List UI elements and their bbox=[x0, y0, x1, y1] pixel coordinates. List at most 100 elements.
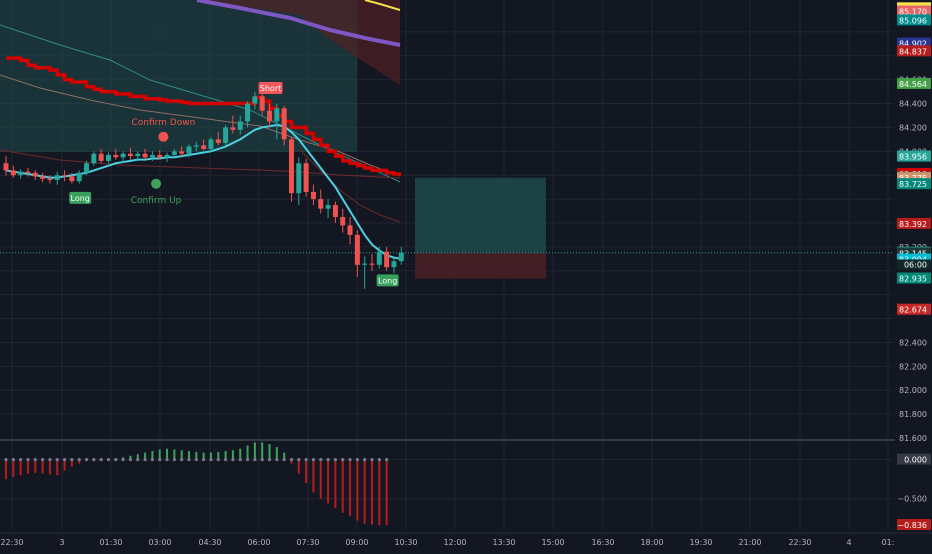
price-tag-box bbox=[897, 150, 931, 162]
price-tag-box bbox=[897, 77, 931, 89]
candle bbox=[340, 208, 346, 233]
histogram-dot bbox=[121, 458, 125, 462]
histogram-dot bbox=[341, 458, 345, 462]
histogram-bar bbox=[144, 452, 147, 460]
histogram-dot bbox=[363, 458, 367, 462]
candle bbox=[303, 158, 309, 197]
histogram-dot bbox=[216, 458, 220, 462]
histogram-dot bbox=[289, 458, 294, 462]
candle bbox=[215, 132, 221, 146]
candle-body bbox=[230, 127, 236, 130]
candle-body bbox=[318, 199, 324, 209]
price-tag-box bbox=[897, 247, 931, 259]
histogram-bar bbox=[129, 455, 132, 460]
candle bbox=[171, 148, 177, 159]
histogram-bar bbox=[268, 444, 271, 460]
histogram-bar bbox=[12, 459, 15, 477]
candle-body bbox=[186, 146, 192, 154]
histogram-dot bbox=[231, 458, 235, 462]
osc-zero-tag bbox=[897, 453, 931, 465]
candle bbox=[54, 171, 60, 185]
osc-tick-label: 0.000 bbox=[904, 456, 927, 465]
dark-red-ma-line bbox=[0, 149, 401, 179]
histogram-bar bbox=[363, 459, 366, 524]
time-tick-label: 3 bbox=[59, 538, 64, 547]
time-tick-label: 07:30 bbox=[296, 538, 319, 547]
histogram-bar bbox=[312, 459, 315, 493]
candle-body bbox=[310, 191, 316, 200]
histogram-bar bbox=[48, 459, 51, 475]
candle bbox=[127, 147, 133, 160]
candle-body bbox=[47, 178, 53, 180]
price-tag-label: 82.935 bbox=[899, 275, 927, 284]
time-tick-label: 18:00 bbox=[640, 538, 663, 547]
candle bbox=[69, 172, 75, 184]
candle-body bbox=[25, 171, 31, 173]
candle bbox=[369, 254, 375, 271]
candle bbox=[347, 217, 353, 245]
histogram-bar bbox=[158, 449, 161, 460]
position-target-zone bbox=[415, 177, 546, 253]
histogram-dot bbox=[33, 458, 37, 462]
candle bbox=[310, 184, 316, 206]
candle bbox=[267, 103, 273, 128]
histogram-dot bbox=[26, 458, 30, 462]
candle-body bbox=[376, 251, 382, 265]
candle-body bbox=[135, 153, 141, 157]
candle-body bbox=[332, 205, 338, 218]
price-tag-label: 85.170 bbox=[899, 8, 927, 17]
histogram-bar bbox=[166, 448, 169, 460]
histogram-bar bbox=[202, 452, 205, 460]
price-axis: 85.19785.17085.09684.90284.83784.60084.5… bbox=[895, 0, 932, 550]
candle-body bbox=[76, 172, 82, 182]
candle bbox=[25, 168, 31, 177]
price-tag-box bbox=[897, 217, 931, 229]
candle bbox=[245, 101, 251, 128]
price-tick-label: 81.600 bbox=[899, 434, 927, 443]
candle bbox=[3, 156, 9, 176]
candle bbox=[10, 165, 16, 178]
price-tag-box bbox=[897, 178, 931, 190]
candle-body bbox=[164, 154, 170, 158]
confirm-up-dot bbox=[151, 178, 162, 189]
histogram-dot bbox=[158, 458, 162, 462]
price-tick-label: 82.000 bbox=[899, 386, 927, 395]
candle-body bbox=[98, 153, 104, 161]
candle bbox=[281, 105, 287, 146]
candle bbox=[288, 136, 294, 202]
histogram-bar bbox=[253, 442, 256, 460]
price-tag-label: 83.725 bbox=[899, 180, 927, 189]
histogram-dot bbox=[92, 458, 96, 462]
histogram-bar bbox=[356, 459, 359, 521]
price-tick-label: 82.400 bbox=[899, 338, 927, 347]
time-tick-label: 16:30 bbox=[591, 538, 614, 547]
candle-body bbox=[245, 103, 251, 122]
histogram-dot bbox=[55, 458, 59, 462]
histogram-bar bbox=[151, 451, 154, 460]
candle bbox=[354, 230, 360, 277]
candle bbox=[91, 151, 97, 166]
purple-ma-line bbox=[196, 0, 401, 47]
position-box bbox=[0, 177, 893, 279]
candle-body bbox=[215, 139, 221, 143]
time-tick-label: 01:30 bbox=[99, 538, 122, 547]
histogram-dot bbox=[194, 458, 198, 462]
time-tick-label: 4 bbox=[846, 538, 851, 547]
candle bbox=[332, 201, 338, 223]
candle bbox=[296, 157, 302, 206]
price-tick-label: 81.800 bbox=[899, 410, 927, 419]
candle bbox=[376, 246, 382, 269]
candle-body bbox=[208, 139, 214, 149]
histogram-bar bbox=[349, 459, 352, 516]
histogram-dot bbox=[209, 458, 213, 462]
histogram-bar bbox=[188, 451, 190, 460]
histogram-dot bbox=[304, 458, 308, 462]
oscillator-histogram bbox=[4, 442, 389, 526]
histogram-bar bbox=[70, 459, 73, 467]
histogram-dot bbox=[333, 458, 337, 462]
histogram-dot bbox=[172, 458, 176, 462]
histogram-bar bbox=[327, 459, 330, 504]
candle bbox=[325, 199, 331, 219]
